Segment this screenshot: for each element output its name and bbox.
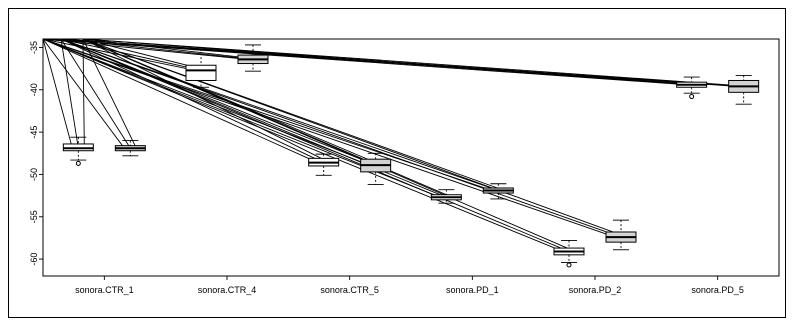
x-tick-label: sonora.CTR_1 (75, 285, 134, 295)
box-outlier (689, 94, 695, 100)
connector-line (60, 39, 499, 191)
connector-line (43, 39, 318, 163)
x-tick-label: sonora.PD_1 (446, 285, 499, 295)
connector-line (82, 39, 750, 87)
connector-line (60, 39, 376, 166)
connector-line (60, 39, 202, 71)
connector-line (43, 39, 370, 166)
connector-line (43, 39, 248, 60)
connector-line (60, 39, 744, 87)
connector-line (82, 39, 628, 238)
connector-line (43, 39, 738, 87)
connector-line (60, 39, 131, 149)
y-tick-label: -45 (29, 126, 39, 139)
connector-line (43, 39, 73, 149)
x-tick-label: sonora.PD_2 (569, 285, 622, 295)
box-outlier (75, 160, 81, 166)
y-tick-label: -60 (29, 253, 39, 266)
connector-line (60, 39, 79, 149)
connector-line (43, 39, 564, 252)
y-tick-label: -55 (29, 210, 39, 223)
x-tick-label: sonora.CTR_4 (198, 285, 257, 295)
connector-line (60, 39, 622, 238)
connector-line (82, 39, 576, 252)
connector-lines (43, 39, 750, 252)
connector-line (43, 39, 125, 149)
x-tick-label: sonora.PD_5 (691, 285, 744, 295)
y-tick-label: -40 (29, 83, 39, 96)
box-outlier (566, 262, 572, 268)
figure-frame: -35 -40 -45 -50 -55 -60 sonora.CTR_1 sonora.CTR… (8, 8, 786, 318)
connector-line (82, 39, 330, 163)
x-tick-label: sonora.CTR_5 (320, 285, 379, 295)
connector-line (82, 39, 137, 149)
connector-line (43, 39, 616, 238)
plot-border (42, 38, 780, 277)
y-tick-label: -35 (29, 41, 39, 54)
y-tick-label: -50 (29, 168, 39, 181)
box-sonora.CTR_4 (185, 64, 217, 81)
boxplot-chart: -35 -40 -45 -50 -55 -60 sonora.CTR_1 sonora.CTR… (29, 38, 780, 295)
